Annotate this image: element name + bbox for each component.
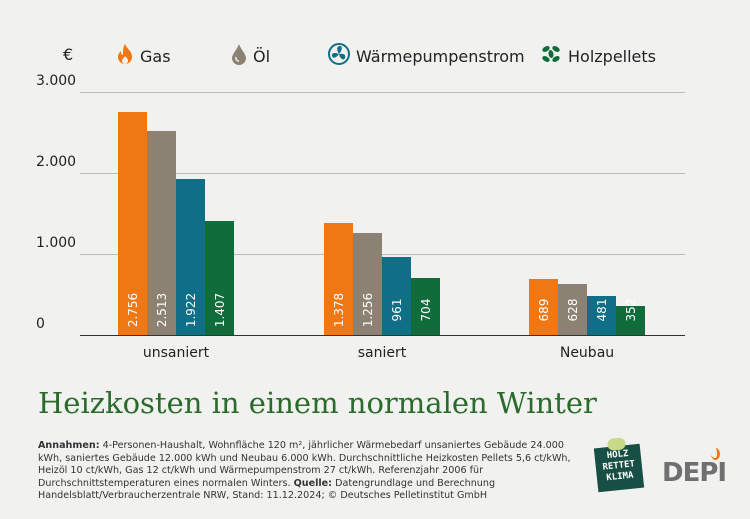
bar-saniert-3: 704	[411, 277, 440, 335]
legend-item-3: Holzpellets	[540, 43, 656, 69]
bar-Neubau-3: 352	[616, 299, 645, 335]
y-tick-label: 1.000	[36, 235, 77, 251]
legend-item-0: Gas	[116, 43, 171, 69]
pellets-icon	[540, 43, 562, 69]
legend-label: Öl	[253, 46, 271, 66]
bar-saniert-1: 1.256	[353, 233, 382, 335]
depi-logo: DEPI	[662, 458, 727, 488]
bar-saniert-0: 1.378	[324, 223, 353, 335]
x-category-label: saniert	[357, 345, 407, 361]
flame-icon	[116, 43, 134, 69]
x-category-label: Neubau	[559, 345, 615, 361]
legend-label: Wärmepumpenstrom	[356, 46, 525, 66]
oil-drop-icon	[231, 43, 247, 69]
legend-label: Holzpellets	[568, 46, 657, 66]
gridline	[80, 173, 685, 174]
y-tick-label: 3.000	[36, 73, 77, 89]
gridline	[80, 254, 685, 255]
bar-Neubau-1: 628	[558, 284, 587, 335]
legend-label: Gas	[140, 46, 171, 66]
gridline	[80, 92, 685, 93]
y-axis-unit: €	[63, 45, 74, 64]
bar-unsaniert-3: 1.407	[205, 221, 234, 335]
holz-rettet-klima-logo: HOLZ RETTET KLIMA	[593, 437, 645, 493]
bar-saniert-2: 961	[382, 257, 411, 335]
x-category-label: unsaniert	[142, 345, 210, 361]
notes-assumptions: 4-Personen-Haushalt, Wohnfläche 120 m², …	[38, 440, 571, 489]
bar-Neubau-0: 689	[529, 279, 558, 335]
legend-item-1: Öl	[231, 43, 270, 69]
flame-icon	[711, 448, 720, 460]
y-tick-label: 2.000	[36, 154, 77, 170]
notes-label-source: Quelle:	[293, 477, 333, 489]
legend-item-2: Wärmepumpenstrom	[328, 43, 525, 69]
footnote: Annahmen: 4-Personen-Haushalt, Wohnfläch…	[38, 440, 578, 503]
heat-pump-icon	[328, 43, 350, 69]
notes-label-assumptions: Annahmen:	[38, 440, 100, 451]
bar-unsaniert-2: 1.922	[176, 179, 205, 335]
bar-unsaniert-0: 2.756	[118, 111, 147, 335]
y-tick-label: 0	[36, 316, 45, 332]
chart-title: Heizkosten in einem normalen Winter	[38, 386, 597, 420]
gridline	[80, 335, 685, 336]
notes-source: Datengrundlage und Berechnung Handelsbla…	[38, 477, 496, 502]
bar-unsaniert-1: 2.513	[147, 131, 176, 335]
bar-Neubau-2: 481	[587, 296, 616, 335]
